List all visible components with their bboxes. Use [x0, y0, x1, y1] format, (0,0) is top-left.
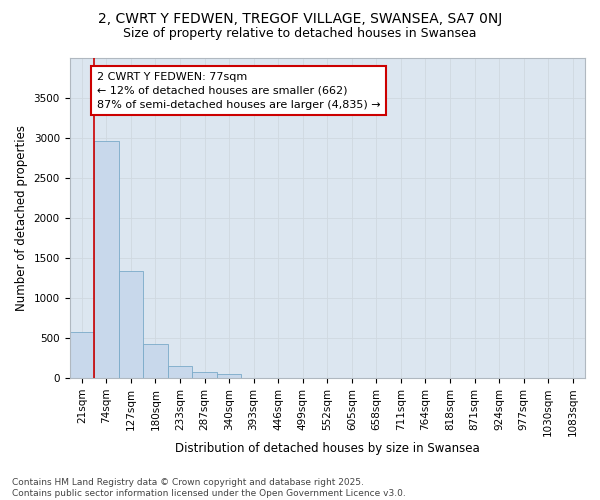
Bar: [94, 141, 119, 378]
X-axis label: Distribution of detached houses by size in Swansea: Distribution of detached houses by size …: [175, 442, 479, 455]
Y-axis label: Number of detached properties: Number of detached properties: [15, 125, 28, 311]
Bar: [143, 344, 168, 378]
Bar: [168, 366, 192, 378]
Bar: [192, 372, 217, 378]
Text: 2 CWRT Y FEDWEN: 77sqm
← 12% of detached houses are smaller (662)
87% of semi-de: 2 CWRT Y FEDWEN: 77sqm ← 12% of detached…: [97, 72, 380, 110]
Text: Contains HM Land Registry data © Crown copyright and database right 2025.
Contai: Contains HM Land Registry data © Crown c…: [12, 478, 406, 498]
Bar: [217, 374, 241, 378]
Text: Size of property relative to detached houses in Swansea: Size of property relative to detached ho…: [123, 28, 477, 40]
Bar: [70, 332, 94, 378]
Bar: [119, 270, 143, 378]
Text: 2, CWRT Y FEDWEN, TREGOF VILLAGE, SWANSEA, SA7 0NJ: 2, CWRT Y FEDWEN, TREGOF VILLAGE, SWANSE…: [98, 12, 502, 26]
